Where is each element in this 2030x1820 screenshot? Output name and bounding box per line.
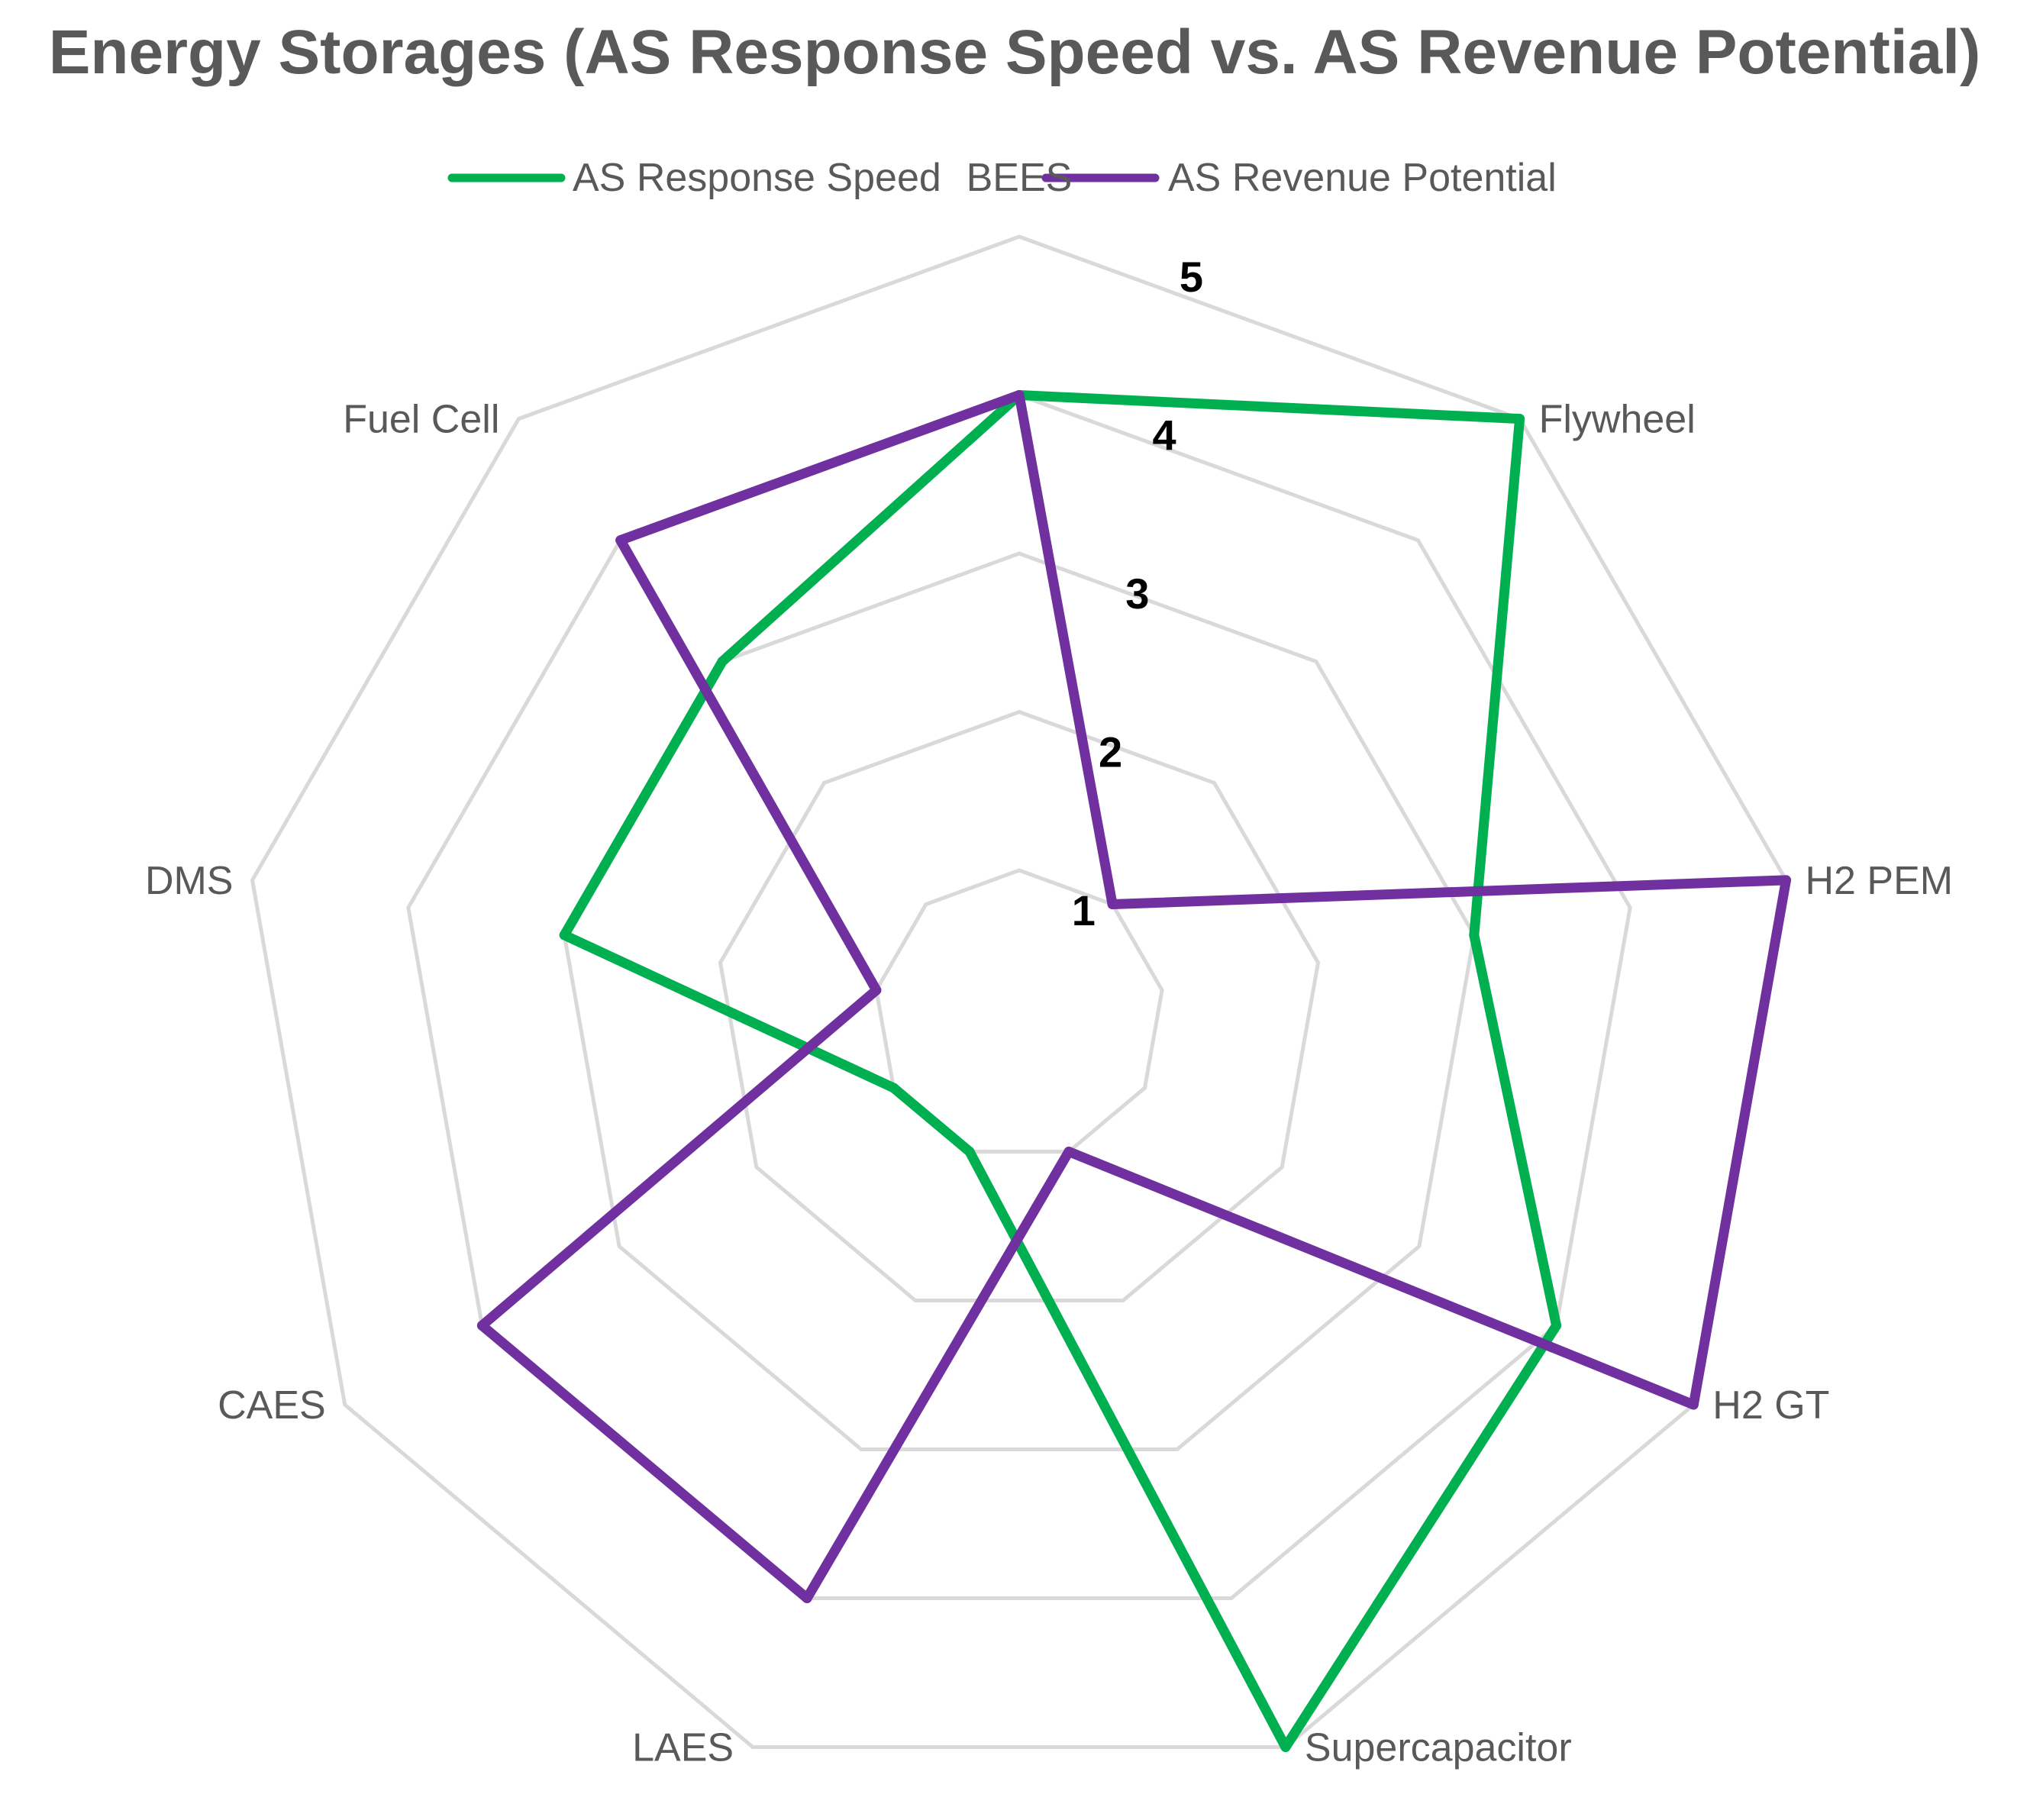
data-point-as-response-speed-flywheel bbox=[1515, 414, 1525, 424]
grid-ring-1 bbox=[874, 868, 1164, 1154]
radial-tick-label-2: 2 bbox=[1099, 728, 1122, 776]
data-point-as-response-speed-fuel-cell bbox=[717, 657, 728, 666]
data-point-as-revenue-potential-fuel-cell bbox=[615, 535, 626, 546]
data-point-as-revenue-potential-bees bbox=[1014, 390, 1025, 400]
data-point-as-revenue-potential-laes bbox=[802, 1593, 812, 1603]
data-point-as-revenue-potential-h2-gt bbox=[1688, 1399, 1699, 1410]
data-point-as-revenue-potential-supercapacitor bbox=[1063, 1147, 1074, 1157]
data-point-as-revenue-potential-h2-pem bbox=[1781, 875, 1791, 886]
radial-tick-label-1: 1 bbox=[1072, 886, 1096, 934]
series-line-as-response-speed bbox=[559, 390, 1562, 1752]
radar-grid bbox=[250, 234, 1789, 1749]
grid-ring-4 bbox=[406, 392, 1632, 1600]
category-label-fuel-cell: Fuel Cell bbox=[343, 398, 499, 442]
radial-tick-label-4: 4 bbox=[1153, 411, 1176, 460]
radial-tick-label-5: 5 bbox=[1180, 253, 1203, 301]
data-point-as-response-speed-supercapacitor bbox=[1280, 1742, 1291, 1752]
data-point-as-response-speed-h2-pem bbox=[1469, 930, 1480, 941]
category-labels: BEES Flywheel H2 PEM H2 GT Supercapacitor LAE… bbox=[145, 156, 1953, 1770]
legend-label-revenue-potential: AS Revenue Potential bbox=[1168, 156, 1557, 200]
data-point-as-response-speed-caes bbox=[889, 1083, 899, 1093]
data-point-as-response-speed-dms bbox=[559, 930, 570, 941]
grid-ring-5 bbox=[250, 234, 1789, 1749]
category-label-bees: BEES bbox=[967, 156, 1073, 200]
series-line-as-revenue-potential bbox=[476, 390, 1791, 1603]
data-point-as-revenue-potential-caes bbox=[476, 1320, 487, 1331]
legend-label-response-speed: AS Response Speed bbox=[573, 156, 941, 200]
category-label-supercapacitor: Supercapacitor bbox=[1305, 1726, 1572, 1770]
category-label-flywheel: Flywheel bbox=[1539, 398, 1696, 442]
category-label-h2-pem: H2 PEM bbox=[1806, 859, 1954, 903]
radial-tick-label-3: 3 bbox=[1125, 570, 1149, 618]
data-point-as-response-speed-laes bbox=[964, 1147, 975, 1157]
data-point-as-revenue-potential-flywheel bbox=[1107, 899, 1118, 909]
data-point-as-response-speed-h2-gt bbox=[1551, 1320, 1562, 1331]
category-label-h2-gt: H2 GT bbox=[1712, 1383, 1829, 1428]
data-point-as-revenue-potential-dms bbox=[871, 985, 882, 996]
radial-tick-labels: 1 2 3 4 5 bbox=[1072, 253, 1203, 934]
category-label-dms: DMS bbox=[145, 859, 234, 903]
category-label-caes: CAES bbox=[218, 1383, 326, 1428]
category-label-laes: LAES bbox=[632, 1726, 734, 1770]
radar-series bbox=[476, 390, 1791, 1752]
grid-ring-2 bbox=[718, 709, 1321, 1302]
chart-title: Energy Storages (AS Response Speed vs. A… bbox=[49, 18, 1981, 87]
legend: AS Response Speed AS Revenue Potential bbox=[447, 156, 1557, 200]
